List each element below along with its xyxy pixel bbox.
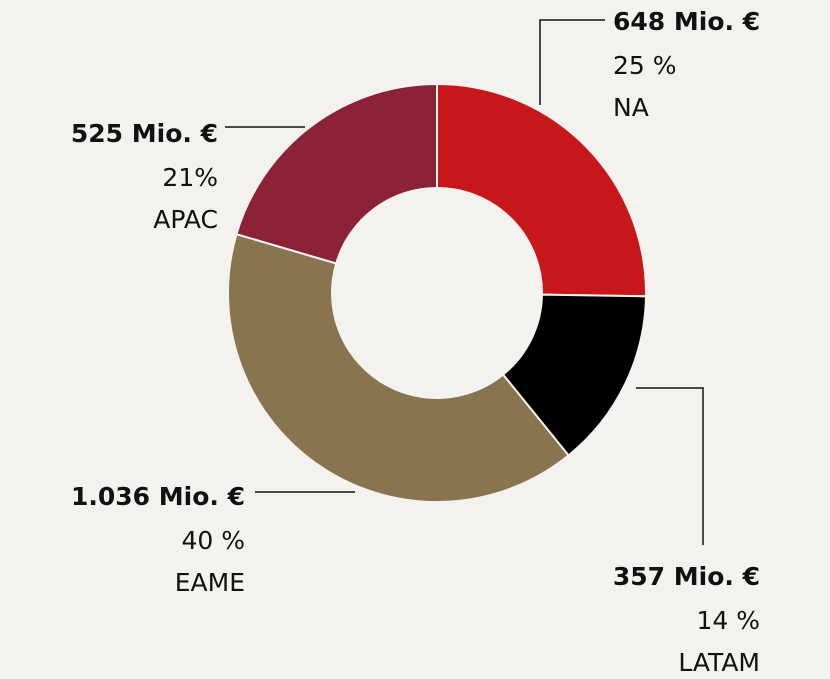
share-label: 25 % xyxy=(613,51,677,80)
category-label: EAME xyxy=(175,568,245,597)
donut-slice xyxy=(501,293,647,457)
value-label: 648 Mio. € xyxy=(613,7,760,36)
leader-line xyxy=(636,387,704,545)
share-label: 40 % xyxy=(181,526,245,555)
category-label: NA xyxy=(613,93,649,122)
donut-slice xyxy=(235,82,438,265)
value-label: 1.036 Mio. € xyxy=(71,482,245,511)
donut-slice xyxy=(227,232,570,503)
donut-slice xyxy=(436,82,647,298)
category-label: APAC xyxy=(153,205,218,234)
share-label: 14 % xyxy=(696,606,760,635)
value-label: 525 Mio. € xyxy=(71,119,218,148)
share-label: 21% xyxy=(162,163,218,192)
category-label: LATAM xyxy=(678,648,760,677)
value-label: 357 Mio. € xyxy=(613,562,760,591)
leader-line xyxy=(539,19,605,105)
donut xyxy=(227,82,647,503)
